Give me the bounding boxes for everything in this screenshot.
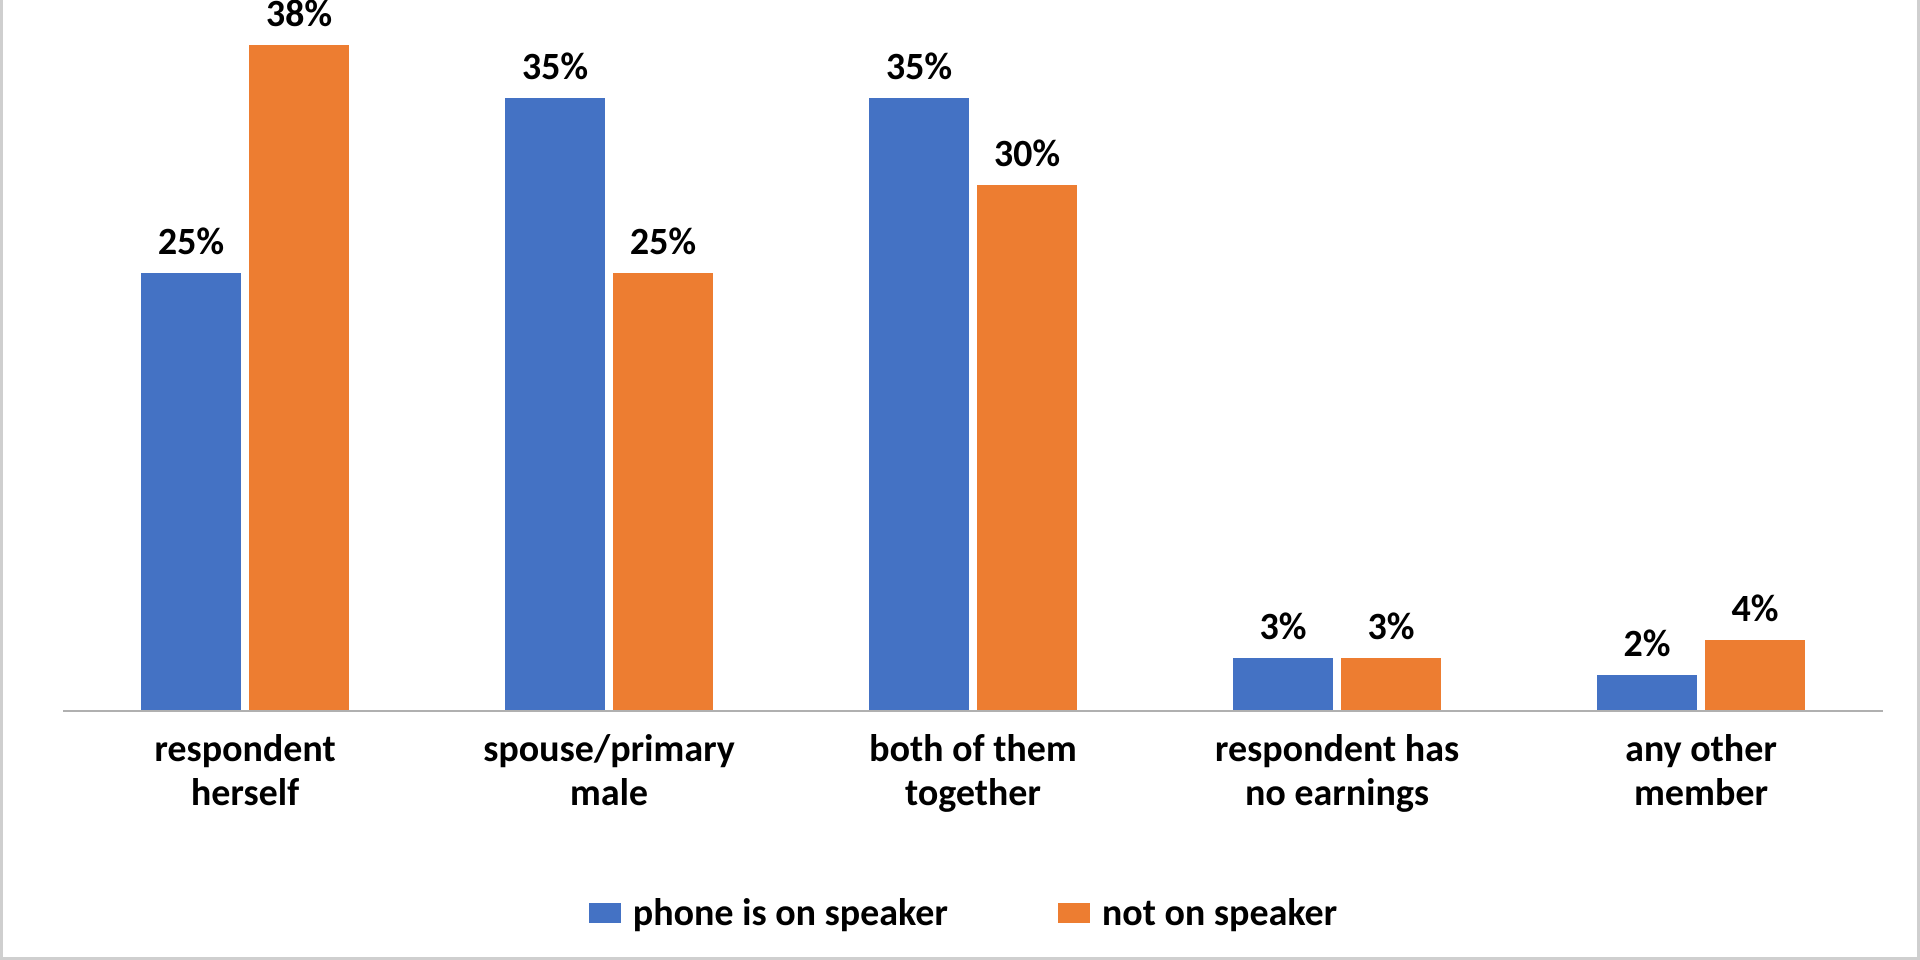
bar-value-label: 30% [947, 131, 1107, 177]
x-axis-label: respondent hasno earnings [1155, 728, 1519, 815]
x-axis-label-line: respondent [63, 728, 427, 772]
x-axis-labels: respondentherselfspouse/primarymaleboth … [63, 720, 1883, 850]
bar-s1 [869, 98, 969, 711]
bar-s2 [249, 45, 349, 710]
bar-group: 25%38% [63, 10, 427, 710]
bar-s1 [505, 98, 605, 711]
bar-s1 [141, 273, 241, 711]
bar-s2 [1341, 658, 1441, 711]
bar-group: 35% 25% [427, 10, 791, 710]
x-axis-label: spouse/primarymale [427, 728, 791, 815]
bar-value-label: 25% [583, 219, 743, 265]
legend-item: phone is on speaker [589, 890, 948, 936]
legend: phone is on speaker not on speaker [3, 890, 1920, 936]
legend-label: phone is on speaker [633, 890, 948, 936]
legend-swatch [1058, 903, 1090, 923]
bar-s2 [613, 273, 713, 711]
legend-label: not on speaker [1102, 890, 1337, 936]
legend-item: not on speaker [1058, 890, 1337, 936]
x-axis-label: both of themtogether [791, 728, 1155, 815]
bar-group: 3%3% [1155, 10, 1519, 710]
bar-value-label: 35% [475, 44, 635, 90]
plot-area: 25%38% 35% 25% 35% 30% 3%3%2%4% [63, 10, 1883, 712]
bar-s1 [1597, 675, 1697, 710]
bar-value-label: 4% [1675, 586, 1835, 632]
bar-group: 35% 30% [791, 10, 1155, 710]
legend-swatch [589, 903, 621, 923]
bar-s2 [977, 185, 1077, 710]
bar-s2 [1705, 640, 1805, 710]
x-axis-label-line: both of them [791, 728, 1155, 772]
bar-s1 [1233, 658, 1333, 711]
x-axis-label: any othermember [1519, 728, 1883, 815]
x-axis-label-line: herself [63, 772, 427, 816]
x-axis-label-line: together [791, 772, 1155, 816]
bar-value-label: 25% [111, 219, 271, 265]
x-axis-label-line: member [1519, 772, 1883, 816]
x-axis-label-line: respondent has [1155, 728, 1519, 772]
bar-group: 2%4% [1519, 10, 1883, 710]
bar-value-label: 3% [1311, 604, 1471, 650]
bar-value-label: 38% [219, 0, 379, 37]
x-axis-label-line: male [427, 772, 791, 816]
x-axis-label-line: any other [1519, 728, 1883, 772]
bar-value-label: 35% [839, 44, 999, 90]
x-axis-label: respondentherself [63, 728, 427, 815]
x-axis-label-line: spouse/primary [427, 728, 791, 772]
grouped-bar-chart: 25%38%35%25%35%30%3%3%2%4% respondenther… [0, 0, 1920, 960]
x-axis-label-line: no earnings [1155, 772, 1519, 816]
